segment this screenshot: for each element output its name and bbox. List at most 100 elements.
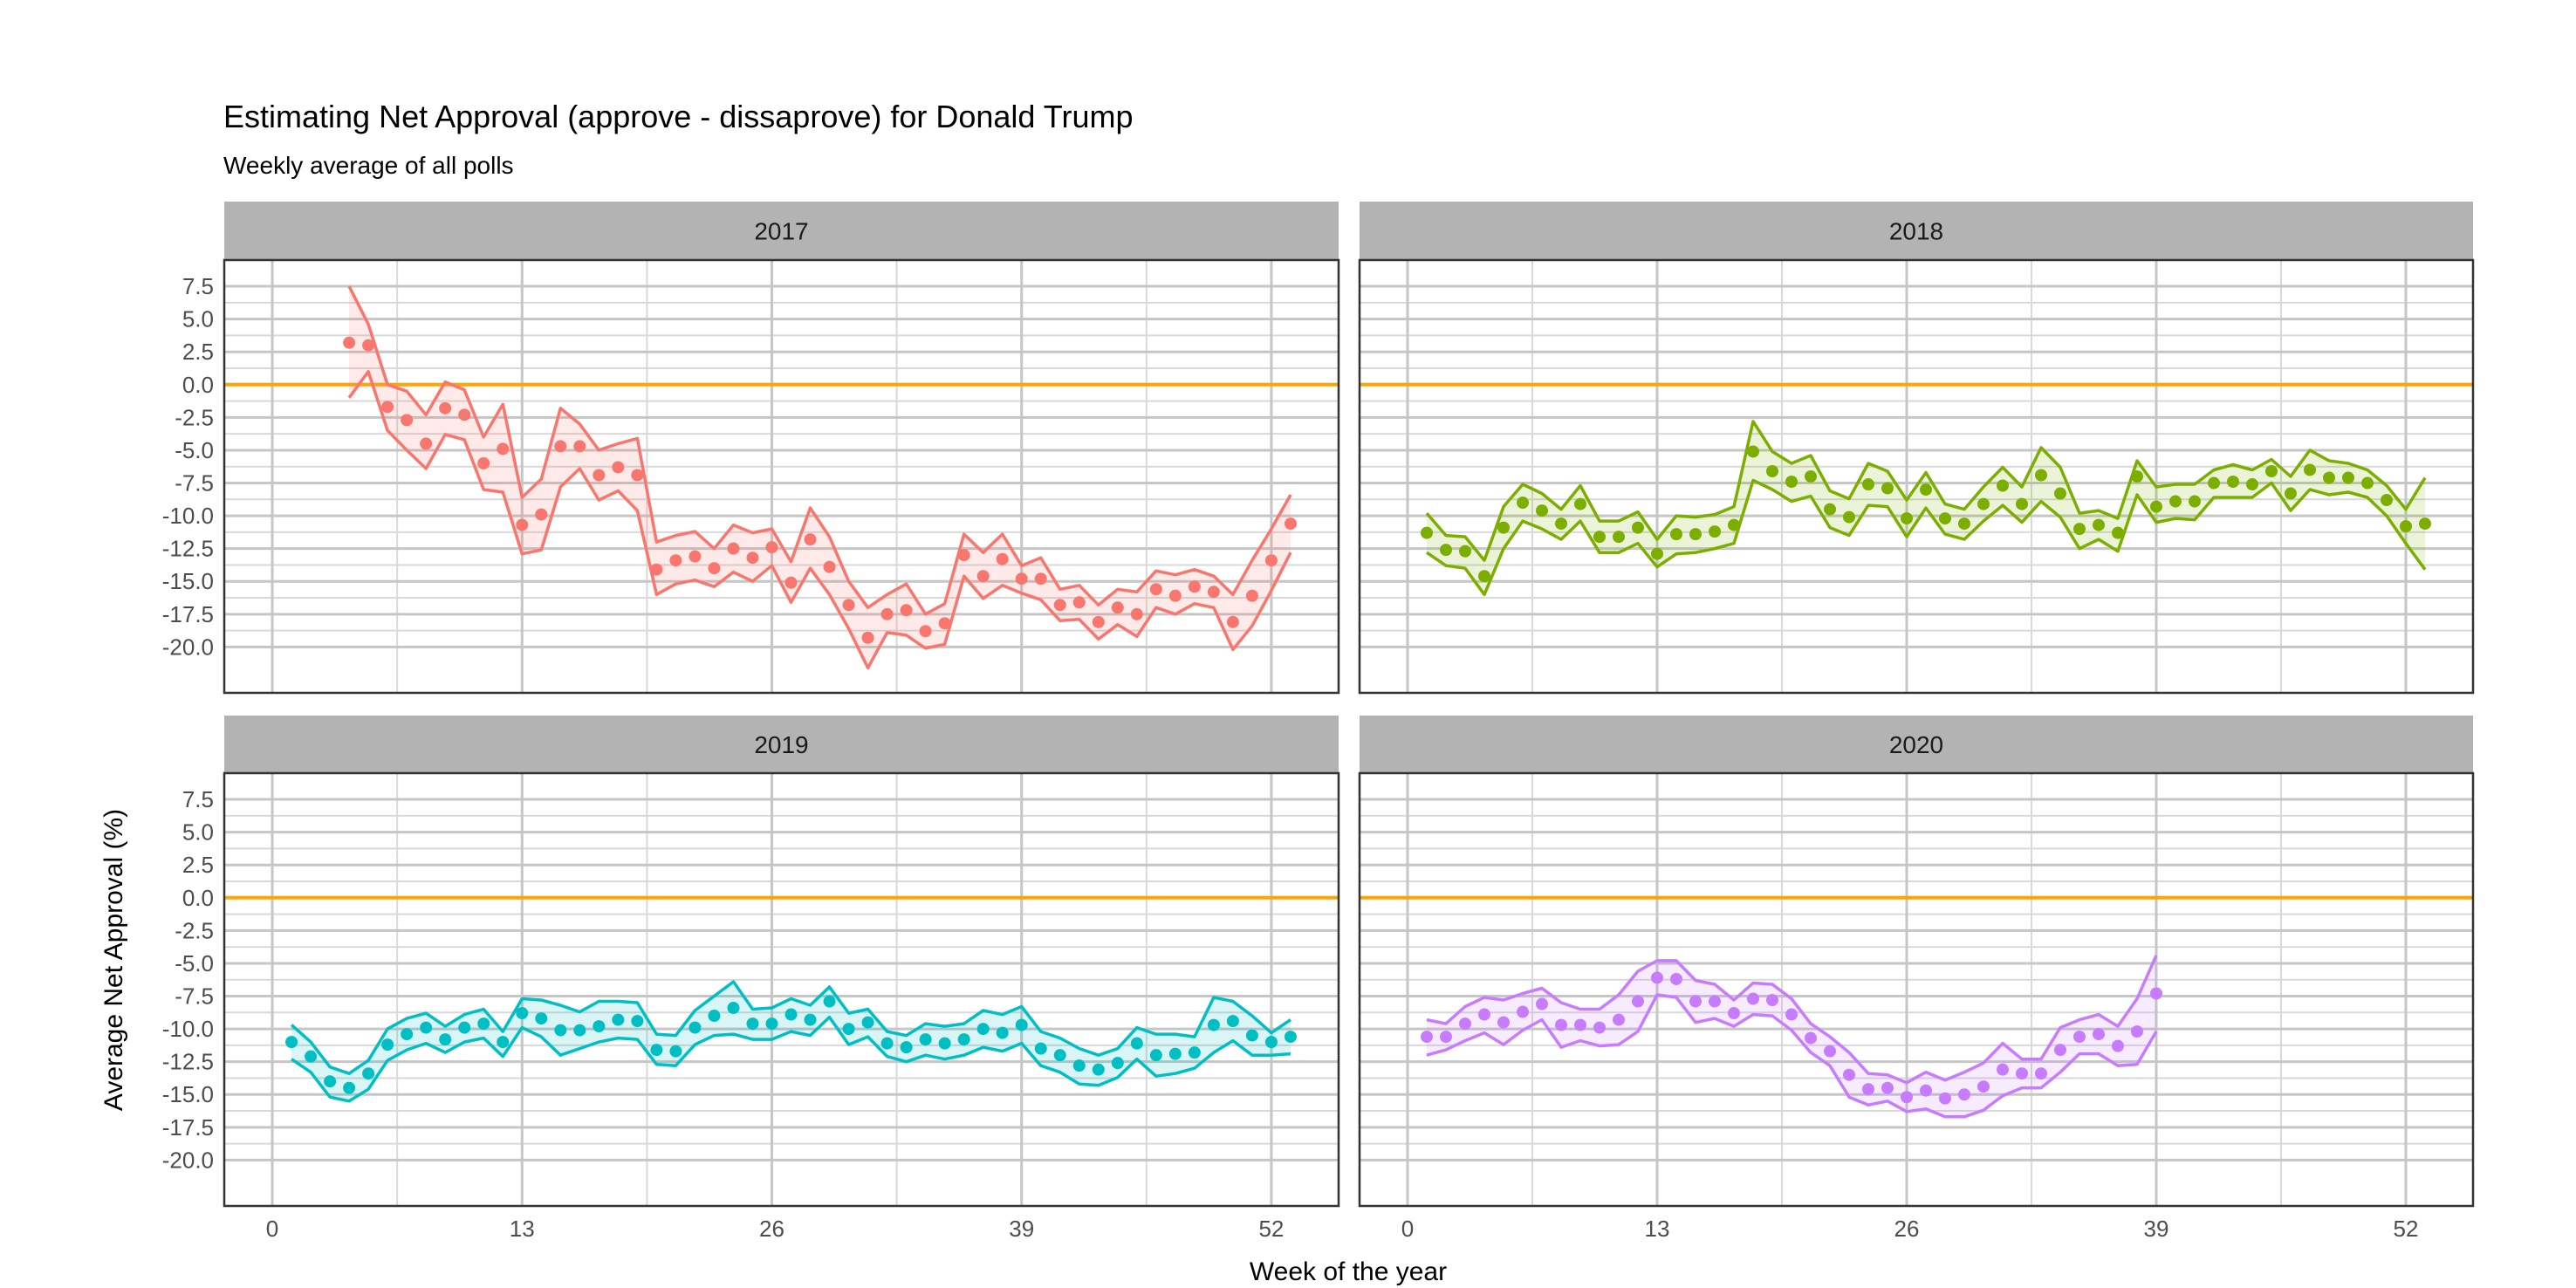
data-point <box>1651 547 1663 560</box>
confidence-band <box>1427 955 2156 1117</box>
data-point <box>1785 476 1798 489</box>
data-point <box>1958 1088 1970 1101</box>
facet-strip-label: 2018 <box>1889 218 1943 245</box>
data-point <box>1632 995 1644 1008</box>
data-point <box>2169 495 2182 508</box>
data-point <box>458 408 471 421</box>
y-tick-label: -10.0 <box>162 503 214 529</box>
data-point <box>381 1038 394 1052</box>
data-point <box>1555 517 1567 531</box>
chart-subtitle: Weekly average of all polls <box>223 152 514 179</box>
y-tick-label: 2.5 <box>182 852 214 878</box>
y-tick-label: 5.0 <box>182 819 214 846</box>
data-point <box>458 1021 471 1034</box>
data-point <box>343 1081 356 1094</box>
data-point <box>1072 1059 1086 1072</box>
data-point <box>900 1041 913 1054</box>
y-tick-label: -7.5 <box>175 470 214 497</box>
data-point <box>2189 495 2201 508</box>
data-point <box>1670 972 1682 985</box>
lower-bound-line <box>1426 993 2158 1119</box>
facet-strip <box>1360 716 2473 773</box>
data-point <box>708 1010 721 1023</box>
data-point <box>1805 470 1817 483</box>
y-tick-label: -15.0 <box>162 568 214 594</box>
data-point <box>2073 523 2086 536</box>
data-point <box>708 562 721 575</box>
confidence-band <box>349 286 1291 668</box>
data-point <box>669 554 682 567</box>
data-point <box>2131 470 2143 483</box>
data-point <box>2246 478 2258 491</box>
data-point <box>1072 596 1086 609</box>
data-point <box>1168 1047 1182 1060</box>
data-point <box>2381 494 2393 507</box>
data-point <box>669 1045 682 1058</box>
data-point <box>1245 1029 1258 1042</box>
data-point <box>1497 521 1510 534</box>
data-point <box>727 1002 740 1015</box>
data-point <box>938 1037 951 1050</box>
data-point <box>1920 483 1932 497</box>
data-point <box>1862 1083 1874 1096</box>
x-tick-label: 39 <box>2144 1216 2169 1242</box>
data-point <box>439 1033 452 1046</box>
y-tick-label: 2.5 <box>182 339 214 365</box>
data-point <box>1881 482 1894 495</box>
chart-title: Estimating Net Approval (approve - dissa… <box>223 99 1133 134</box>
data-point <box>784 1008 798 1021</box>
data-point <box>1747 992 1759 1005</box>
x-tick-label: 52 <box>2394 1216 2419 1242</box>
data-point <box>1034 1042 1047 1055</box>
data-point <box>861 631 874 644</box>
data-point <box>2419 517 2431 531</box>
data-point <box>1997 1063 2009 1076</box>
data-point <box>631 469 644 482</box>
data-point <box>2150 500 2162 513</box>
data-point <box>1497 1016 1510 1029</box>
lower-bound-line <box>291 1015 1291 1103</box>
data-point <box>2073 1031 2086 1044</box>
data-point <box>1536 997 1548 1011</box>
data-point <box>477 1017 490 1031</box>
data-point <box>516 518 529 531</box>
y-tick-label: -10.0 <box>162 1016 214 1042</box>
data-point <box>1421 526 1433 539</box>
data-point <box>1478 1008 1490 1021</box>
data-point <box>2208 476 2220 490</box>
data-point <box>1092 615 1105 628</box>
data-point <box>2227 476 2239 489</box>
facet-panel-2017: 2017 7.5 5.0 2.5 0.0 -2.5 -5.0 -7.5 -10.0 -12.5 -1… <box>162 202 1340 695</box>
data-point <box>746 1017 759 1031</box>
y-tick-label: -17.5 <box>162 1114 214 1141</box>
x-tick-label: 52 <box>1258 1216 1284 1242</box>
y-tick-label: 0.0 <box>182 885 214 911</box>
data-point <box>497 442 510 456</box>
data-point <box>516 1007 529 1020</box>
data-point <box>1207 1018 1220 1031</box>
facet-strip <box>1360 202 2473 260</box>
data-point <box>343 336 356 349</box>
data-point <box>554 440 567 453</box>
data-point <box>804 533 817 546</box>
data-point <box>612 1013 625 1026</box>
data-point <box>439 401 452 414</box>
data-point <box>823 995 836 1008</box>
data-point <box>1226 615 1239 628</box>
x-tick-label: 0 <box>266 1216 278 1242</box>
data-point <box>1130 607 1143 620</box>
data-point <box>1111 1057 1124 1070</box>
data-point <box>1977 1080 1990 1093</box>
data-point <box>1034 572 1047 586</box>
data-point <box>1958 517 1970 531</box>
data-point <box>1593 1021 1606 1034</box>
data-point <box>1555 1018 1567 1031</box>
data-point <box>2112 526 2124 539</box>
data-point <box>919 625 932 638</box>
data-point <box>1478 570 1490 583</box>
data-point <box>1766 464 1778 477</box>
data-point <box>2093 1028 2105 1041</box>
data-point <box>1536 504 1548 517</box>
data-point <box>650 563 663 576</box>
